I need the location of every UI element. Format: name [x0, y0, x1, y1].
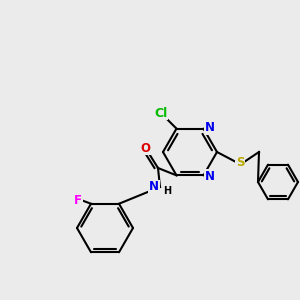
Text: S: S — [236, 155, 244, 169]
Text: N: N — [205, 170, 214, 183]
Text: H: H — [163, 186, 171, 196]
Text: N: N — [205, 121, 214, 134]
Text: F: F — [74, 194, 82, 207]
Text: N: N — [149, 181, 159, 194]
Text: O: O — [140, 142, 150, 154]
Text: Cl: Cl — [154, 106, 168, 120]
